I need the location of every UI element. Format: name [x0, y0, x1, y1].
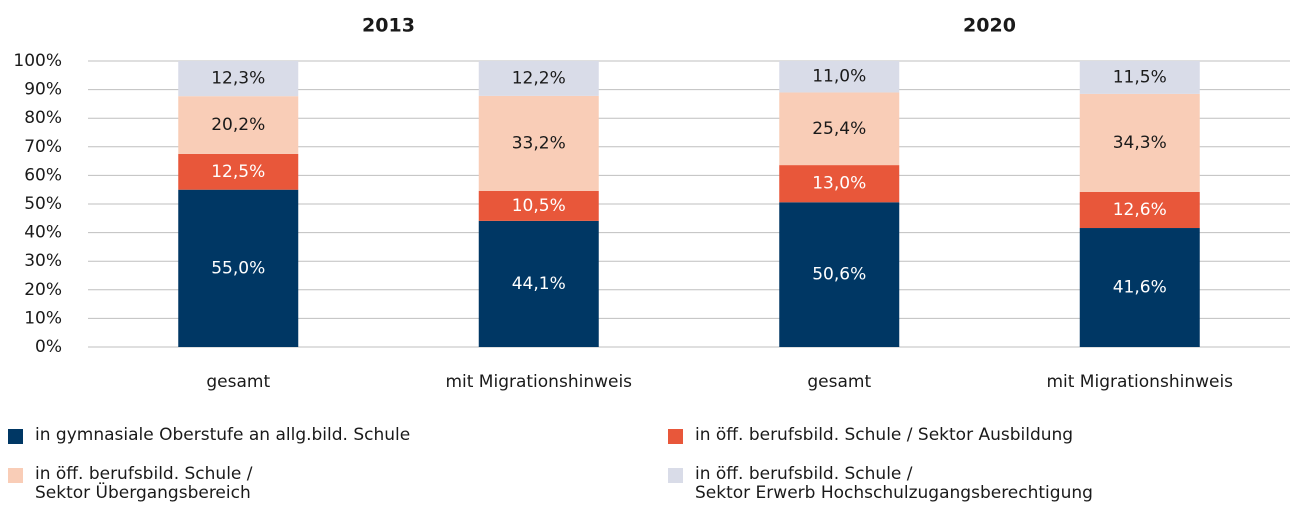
value-label: 13,0%: [812, 174, 866, 194]
y-tick-label: 20%: [24, 280, 62, 300]
bar-segment: [478, 190, 599, 221]
y-tick-label: 60%: [24, 165, 62, 185]
value-label: 55,0%: [211, 258, 265, 278]
y-tick-label: 50%: [24, 194, 62, 214]
legend-item: in öff. berufsbild. Schule / Sektor Ausb…: [668, 426, 1073, 445]
y-tick-label: 10%: [24, 308, 62, 328]
bar-segment: [779, 61, 900, 93]
legend-item: in öff. berufsbild. Schule / Sektor Erwe…: [668, 465, 1093, 503]
value-label: 33,2%: [512, 133, 566, 153]
bar-segment: [779, 165, 900, 203]
value-label: 10,5%: [512, 196, 566, 216]
y-tick-label: 100%: [13, 51, 62, 71]
legend-label: in öff. berufsbild. Schule / Sektor Erwe…: [695, 464, 1093, 503]
y-tick-label: 0%: [35, 337, 62, 357]
legend-label: in gymnasiale Oberstufe an allg.bild. Sc…: [35, 425, 411, 445]
value-label: 50,6%: [812, 265, 866, 285]
group-title: 2020: [963, 15, 1016, 37]
value-label: 44,1%: [512, 274, 566, 294]
y-tick-label: 30%: [24, 251, 62, 271]
y-tick-label: 80%: [24, 108, 62, 128]
bar-segment: [1079, 228, 1200, 347]
bar-segment: [1079, 93, 1200, 192]
x-tick-label: gesamt: [206, 372, 270, 392]
y-tick-label: 90%: [24, 80, 62, 100]
legend-label: in öff. berufsbild. Schule / Sektor Über…: [35, 464, 253, 503]
bar-segment: [478, 61, 599, 96]
legend-swatch: [8, 468, 23, 483]
bar-segment: [178, 61, 299, 97]
value-label: 12,5%: [211, 162, 265, 182]
bar-segment: [779, 202, 900, 347]
legend-item: in öff. berufsbild. Schule / Sektor Über…: [8, 465, 253, 503]
value-label: 34,3%: [1113, 133, 1167, 153]
bar-segment: [178, 153, 299, 190]
y-tick-label: 70%: [24, 137, 62, 157]
bar-segment: [1079, 191, 1200, 229]
bar-segment: [178, 189, 299, 347]
x-tick-label: mit Migrationshinweis: [1046, 372, 1233, 392]
plot: 0% 10% 20% 30% 40% 50% 60% 70% 80% 90% 100% 2013 202…: [13, 15, 1290, 392]
y-tick-label: 40%: [24, 223, 62, 243]
x-tick-label: gesamt: [807, 372, 871, 392]
value-label: 12,6%: [1113, 200, 1167, 220]
group-title: 2013: [362, 15, 415, 37]
bar-segment: [779, 92, 900, 166]
legend-swatch: [8, 429, 23, 444]
bar-segment: [178, 96, 299, 154]
legend-item: in gymnasiale Oberstufe an allg.bild. Sc…: [8, 426, 410, 445]
value-label: 12,3%: [211, 69, 265, 89]
value-label: 12,2%: [512, 68, 566, 88]
value-label: 41,6%: [1113, 278, 1167, 298]
bar-segment: [1079, 61, 1200, 94]
legend-swatch: [668, 468, 683, 483]
legend-swatch: [668, 429, 683, 444]
value-label: 11,5%: [1113, 67, 1167, 87]
value-label: 20,2%: [211, 115, 265, 135]
bar-segment: [478, 95, 599, 191]
value-label: 25,4%: [812, 119, 866, 139]
legend-label: in öff. berufsbild. Schule / Sektor Ausb…: [695, 425, 1074, 445]
bar-segment: [478, 220, 599, 347]
x-tick-label: mit Migrationshinweis: [445, 372, 632, 392]
value-label: 11,0%: [812, 67, 866, 87]
